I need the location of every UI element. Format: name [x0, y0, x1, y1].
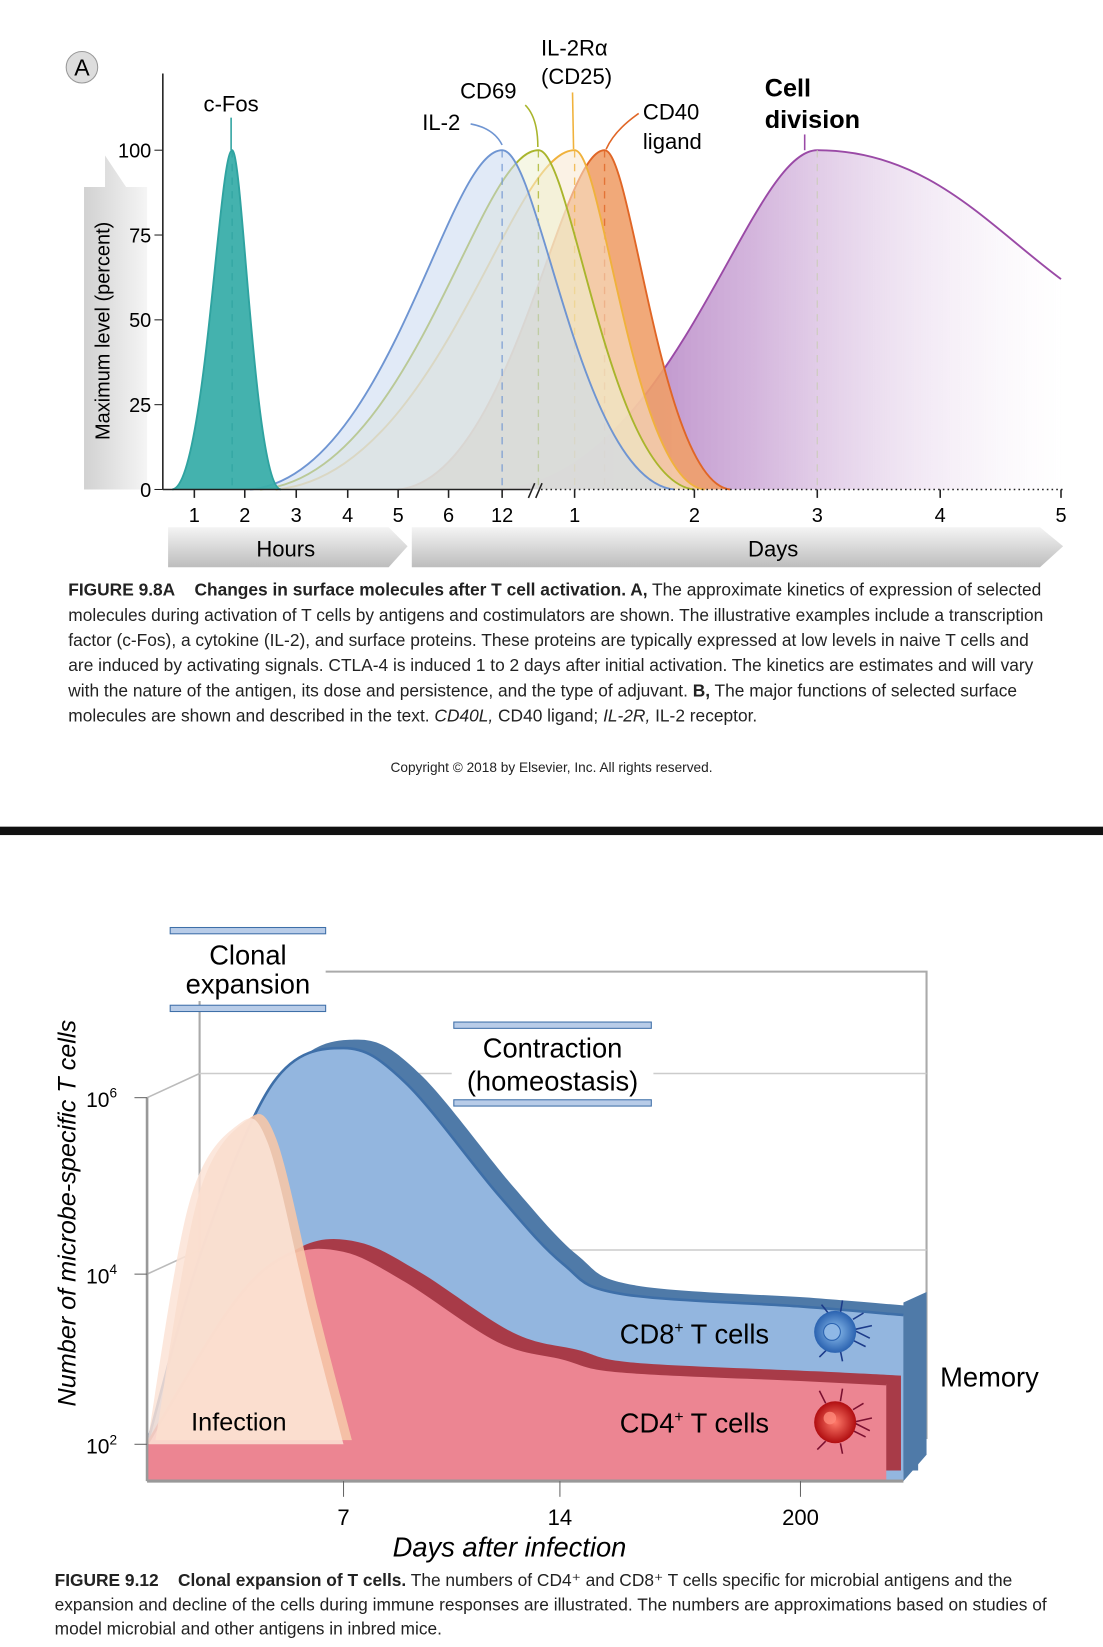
series-label-cd25: (CD25) — [541, 64, 612, 89]
y-tick-label: 102 — [86, 1432, 117, 1458]
x-tick-label: 1 — [189, 505, 200, 527]
caption-label: FIGURE 9.12 — [54, 1571, 159, 1591]
figure-a-caption: FIGURE 9.8A Changes in surface molecules… — [68, 578, 1055, 729]
separator-bar — [0, 826, 1103, 836]
x-tick-label: 5 — [1055, 505, 1066, 527]
series-label-il-2ra: IL-2Rα — [541, 36, 608, 61]
abbr: CD40L, — [434, 706, 494, 726]
series-label-ligand: ligand — [643, 129, 702, 154]
plot-area-b — [145, 1039, 919, 1482]
series-area-infection — [147, 1118, 344, 1445]
hours-label: Hours — [256, 537, 315, 562]
x-tick-label: 3 — [812, 505, 823, 527]
caption-body-2: The major functions of selected surface … — [68, 681, 1018, 726]
phase-label-expansion: expansion — [186, 969, 310, 1000]
y-axis-label-b: Number of microbe-specific T cells — [54, 1020, 82, 1407]
x-tick-label: 4 — [935, 505, 946, 527]
y-axis-arrow — [84, 155, 148, 490]
y-tick-label: 104 — [86, 1262, 117, 1288]
phase-label-contraction: Contraction — [483, 1033, 623, 1064]
cd4-cell-icon — [814, 1388, 873, 1454]
copyright: Copyright © 2018 by Elsevier, Inc. All r… — [390, 759, 713, 776]
phase-label-homeostasis: (homeostasis) — [467, 1065, 638, 1096]
days-label: Days — [748, 537, 798, 562]
caption-label: FIGURE 9.8A — [68, 580, 176, 600]
series-label-cd40: CD40 — [643, 100, 699, 125]
y-tick-label: 106 — [86, 1086, 117, 1112]
phase-label-clonal: Clonal — [209, 939, 286, 970]
series-label-cell: Cell — [765, 75, 811, 103]
panel-label-badge — [65, 50, 99, 84]
x-ticks-b: 7 14 200 — [337, 1481, 819, 1530]
caption-body: The approximate kinetics of expression o… — [68, 580, 1044, 701]
caption-title: Clonal expansion of T cells. — [177, 1571, 407, 1591]
series-label-cd8: CD8+ T cells — [620, 1318, 769, 1349]
caption-body: The numbers of CD4⁺ and CD8⁺ T cells spe… — [54, 1571, 1047, 1639]
x-tick-label: 6 — [443, 505, 454, 527]
memory-depth-edge — [903, 1291, 927, 1482]
series-label-c-fos: c-Fos — [204, 91, 259, 116]
y-tick-label: 75 — [129, 225, 151, 247]
x-tick-label: 2 — [689, 505, 700, 527]
x-tick-label: 5 — [393, 505, 404, 527]
series-area-il-2 — [249, 150, 675, 490]
x-tick-label: 12 — [491, 505, 513, 527]
series-label-cd4: CD4+ T cells — [620, 1408, 769, 1439]
series-label-infection: Infection — [191, 1409, 286, 1437]
series-label-il-2: IL-2 — [422, 110, 460, 135]
days-arrow — [411, 527, 1064, 568]
cd8-cell-icon — [814, 1300, 873, 1362]
x-axis-label-b: Days after infection — [393, 1532, 627, 1563]
y-tick-label: 0 — [140, 480, 151, 502]
series-label-division: division — [765, 106, 860, 134]
caption-title: Changes in surface molecules after T cel… — [194, 580, 648, 600]
panel-label: A — [74, 55, 90, 81]
abbr-def: IL-2 receptor. — [655, 706, 758, 726]
x-tick-label: 2 — [239, 505, 250, 527]
plot-area-a — [171, 149, 1062, 491]
memory-label: Memory — [940, 1362, 1039, 1393]
figure-b-caption: FIGURE 9.12 Clonal expansion of T cells.… — [55, 1569, 1063, 1641]
hours-arrow — [168, 527, 408, 568]
abbr: IL-2R, — [603, 706, 651, 726]
x-tick-label: 7 — [337, 1505, 349, 1530]
x-tick-label: 1 — [569, 505, 580, 527]
x-tick-label: 4 — [342, 505, 353, 527]
y-ticks-b: 106 104 102 — [86, 1086, 148, 1459]
y-axis-label: Maximum level (percent) — [92, 222, 114, 440]
abbr-def: CD40 ligand; — [498, 706, 599, 726]
figure-b-chart: 106 104 102 7 14 200 Days after infectio… — [54, 926, 1039, 1563]
y-tick-label: 50 — [129, 310, 151, 332]
axis-break-icon — [527, 482, 543, 499]
x-tick-label: 3 — [291, 505, 302, 527]
series-label-cd69: CD69 — [460, 79, 516, 104]
x-tick-label: 14 — [548, 1505, 573, 1530]
x-tick-label: 200 — [782, 1505, 819, 1530]
y-tick-label: 100 — [118, 141, 151, 163]
caption-b-label: B, — [692, 681, 711, 701]
y-tick-label: 25 — [129, 395, 151, 417]
